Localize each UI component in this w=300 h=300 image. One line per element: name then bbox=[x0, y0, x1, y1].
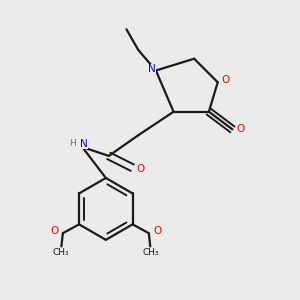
Text: CH₃: CH₃ bbox=[142, 248, 159, 257]
Text: N: N bbox=[148, 64, 156, 74]
Text: H: H bbox=[70, 139, 76, 148]
Text: O: O bbox=[153, 226, 161, 236]
Text: O: O bbox=[237, 124, 245, 134]
Text: N: N bbox=[80, 139, 88, 148]
Text: O: O bbox=[50, 226, 59, 236]
Text: O: O bbox=[136, 164, 145, 174]
Text: CH₃: CH₃ bbox=[52, 248, 69, 257]
Text: O: O bbox=[222, 75, 230, 85]
